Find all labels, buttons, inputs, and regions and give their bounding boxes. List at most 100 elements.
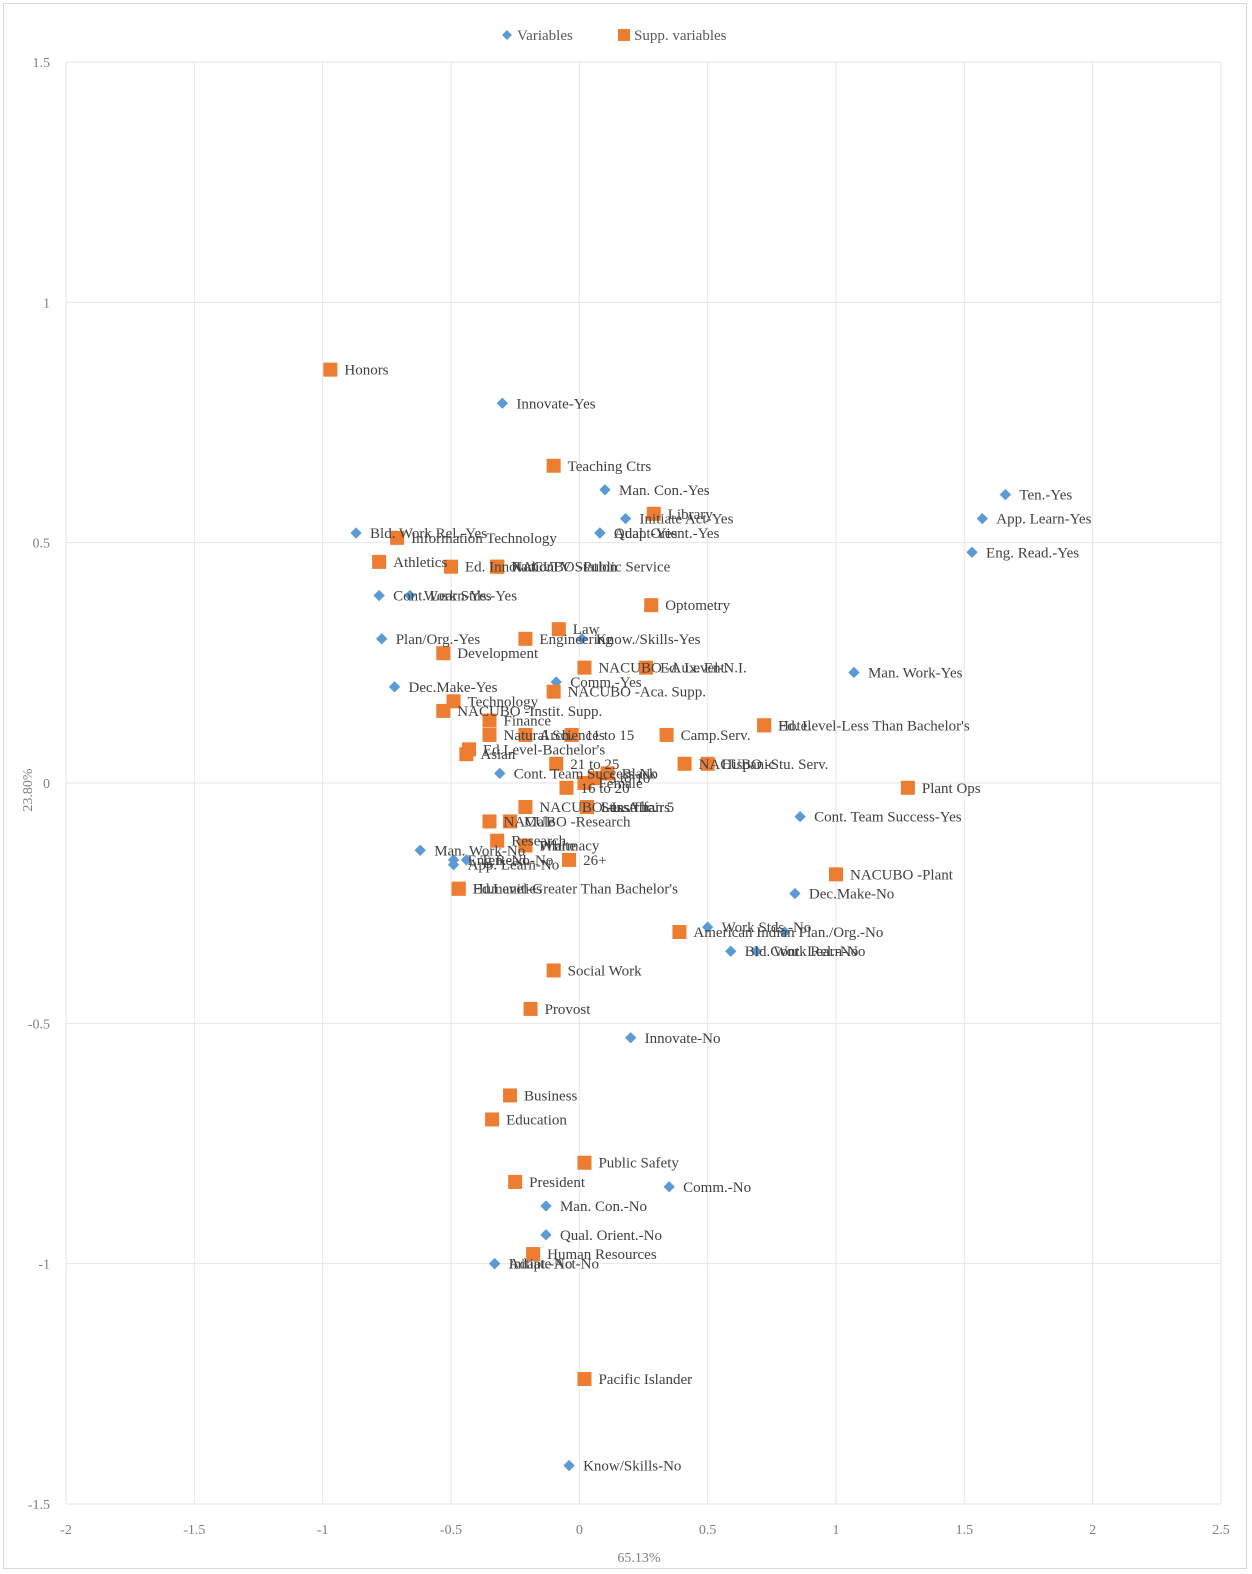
supp-variable-point-teaching-ctrs (546, 458, 561, 473)
point-label-cont-team-success-no: Cont. Team Success-No (514, 766, 658, 782)
supp-variable-point-nacubo-aux-ent (577, 660, 592, 675)
supp-variable-point-nacubo-instruc (518, 800, 533, 815)
point-label-ten-yes: Ten.-Yes (1019, 488, 1072, 504)
supp-variable-point-ed-level-n-i (639, 660, 654, 675)
variable-point-cont-team-success-yes (794, 810, 806, 823)
supp-variable-point-president (508, 1174, 523, 1189)
supp-variable-point-white (518, 838, 533, 853)
point-label-finance: Finance (504, 714, 552, 730)
variable-point-app-learn-no (447, 859, 460, 871)
variable-point-initiate-act-no (488, 1258, 501, 1270)
point-label-dec-make-yes: Dec.Make-Yes (409, 680, 498, 696)
point-label-adapt-yes: Adapt-Yes (614, 526, 678, 542)
point-label-cont-learn-yes: Cont. Learn-Yes (393, 589, 492, 605)
supp-variable-point-social-work (546, 963, 561, 978)
supp-variable-point-law (551, 622, 566, 637)
supp-variable-point-nacubo-instit-supp (436, 703, 451, 718)
gridlines (65, 61, 1222, 1505)
point-label-arch: Arch. (539, 728, 573, 744)
point-label-comm-no: Comm.-No (683, 1180, 751, 1196)
point-label-app-learn-yes: App. Learn-Yes (996, 512, 1091, 528)
point-label-ed-level-n-i: Ed. Level-N.I. (660, 661, 747, 677)
point-label-ed-innovation: Ed. Innovation (465, 560, 555, 576)
point-label-president: President (529, 1175, 586, 1191)
point-label-dec-make-no: Dec.Make-No (809, 887, 894, 903)
scatter-chart: -2 -1.5 -1 -0.5 0 0.5 1 1.5 2 2.5-1.5-1-0.500.511… (21, 28, 1230, 1566)
legend-supp-label: Supp. variables (634, 28, 727, 44)
y-tick-label: -1.5 (28, 1498, 50, 1513)
point-label-eng-read-yes: Eng. Read.-Yes (986, 545, 1079, 561)
point-label-cont-learn-no: Cont. Learn-No (770, 944, 865, 960)
point-label-nacubo-instruc: NACUBO -Instruc. (539, 800, 657, 816)
point-label-26: 26+ (583, 853, 606, 869)
point-label-eng-read-no: Eng.Read.-No (468, 853, 554, 869)
point-label-bld-work-rel-yes: Bld. Work Rel.-Yes (370, 526, 487, 542)
point-label-honors: Honors (344, 363, 388, 379)
supp-variable-point-natural-sciences (482, 727, 497, 742)
variable-point-innovate-no (625, 1032, 637, 1044)
point-label-humanities: Humanities (473, 882, 542, 898)
point-label-less-than-5: Less Than 5 (601, 800, 674, 816)
x-tick-label: -0.5 (440, 1523, 462, 1538)
x-tick-label: -1.5 (183, 1523, 205, 1538)
x-tick-label: -2 (60, 1523, 72, 1538)
supp-variable-point-optometry (644, 598, 659, 613)
supp-variable-point-human-resources (526, 1247, 541, 1262)
supp-variable-point-engineering (518, 631, 533, 646)
point-label-engineering: Engineering (539, 632, 613, 648)
point-label-nacubo-instit-supp: NACUBO -Instit. Supp. (457, 704, 602, 720)
variable-point-plan-org-no (779, 926, 791, 938)
point-label-american-indian: American Indian (693, 925, 795, 941)
supp-variable-point-asian (459, 747, 474, 762)
tick-labels: -2 -1.5 -1 -0.5 0 0.5 1 1.5 2 2.5-1.5-1-0.500.511… (28, 56, 1230, 1538)
point-label-know-skills-yes: Know./Skills-Yes (596, 632, 701, 648)
variable-point-man-work-yes (848, 666, 860, 679)
variable-point-plan-org-yes (376, 633, 388, 645)
legend-variables-marker (502, 30, 512, 40)
supp-variable-point-library (646, 506, 661, 521)
supp-variable-point-provost (523, 1001, 538, 1016)
supp-variable-point-camp-serv (659, 727, 674, 742)
point-label-11-to-15: 11 to 15 (586, 728, 635, 744)
variable-point-ten-yes (999, 488, 1012, 501)
point-label-library: Library (668, 507, 713, 523)
supp-variable-point-athletics (372, 554, 387, 569)
point-label-nacubo-aux-ent: NACUBO -Aux. Ent. (598, 661, 728, 677)
supp-variable-point-information-technology (390, 530, 405, 545)
variable-point-man-con-no (540, 1200, 552, 1212)
point-label-ten-no: Ten.-No (480, 853, 529, 869)
variable-point-work-stds-no (702, 921, 714, 933)
point-label-ed-level-greater-than-bachelor-s: Ed.Level-Greater Than Bachelor's (473, 882, 678, 898)
point-label-development: Development (457, 646, 539, 662)
supp-variable-point-26 (562, 852, 577, 867)
point-label-plant-ops: Plant Ops (922, 781, 981, 797)
point-label-public-safety: Public Safety (598, 1156, 679, 1172)
point-label-adapt-no: Adapt.-No (509, 1257, 573, 1273)
supp-variable-point-research (490, 833, 505, 848)
point-label-man-con-yes: Man. Con.-Yes (619, 483, 710, 499)
point-label-pacific-islander: Pacific Islander (598, 1372, 692, 1388)
variable-point-work-stds-yes (404, 589, 416, 602)
point-label-female: Female (598, 776, 642, 792)
variable-point-cont-team-success-no (494, 767, 506, 780)
supp-variable-point-ed-level-less-than-bachelor-s (757, 718, 772, 733)
point-label-man-work-no: Man. Work-No (434, 843, 525, 859)
point-label-plan-org-no: Plan./Org.-No (799, 925, 884, 941)
chart-frame: -2 -1.5 -1 -0.5 0 0.5 1 1.5 2 2.5 -1.5 -1 -0.5 0 0.5 1 1… (3, 3, 1247, 1569)
point-label-nacubo-research: NACUBO -Research (504, 814, 632, 830)
point-label-black: Black (622, 766, 657, 782)
supp-variable-point-ed-innovation (444, 559, 458, 574)
variable-point-bld-work-rel-no (725, 945, 737, 957)
supp-variable-point-21-to-25 (549, 756, 564, 771)
point-label-16-to-20: 16 to 20 (581, 781, 630, 797)
supp-variable-point-ed-level-greater-than-bachelor-s (451, 881, 466, 896)
point-label-business: Business (524, 1088, 578, 1104)
point-label-ed-level-bachelor-s: Ed.Level-Bachelor's (483, 742, 605, 758)
point-label-asian: Asian (480, 747, 515, 763)
point-label-male: Male (524, 814, 555, 830)
supp-variable-point-pacific-islander (577, 1372, 592, 1387)
supp-variable-point-american-indian (672, 925, 687, 940)
supp-variable-point-male (503, 814, 518, 829)
x-tick-label: 1.5 (956, 1523, 974, 1538)
y-tick-label: -1 (38, 1258, 50, 1273)
